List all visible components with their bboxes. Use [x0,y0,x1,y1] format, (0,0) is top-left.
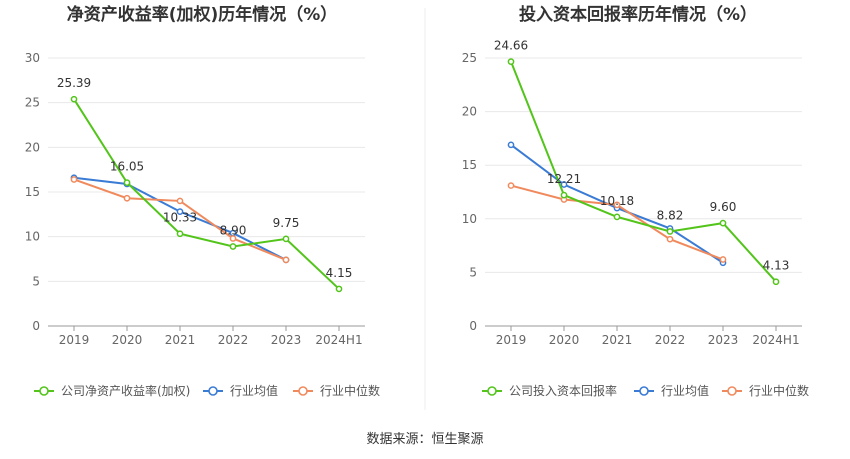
data-point [282,235,290,243]
legend-marker [208,386,218,396]
data-label: 8.90 [220,223,247,237]
y-tick-label: 10 [462,212,477,226]
y-tick-label: 30 [25,51,40,65]
x-tick-label: 2020 [549,333,580,347]
legend-label: 行业中位数 [320,383,380,398]
data-point [282,256,290,264]
chart-title: 投入资本回报率历年情况（%） [519,4,757,25]
legend-item[interactable]: 公司净资产收益率(加权) [34,383,190,398]
data-label: 16.05 [110,160,144,174]
data-label: 9.60 [710,200,737,214]
data-point [176,197,184,205]
legend-label: 行业均值 [230,383,278,398]
data-point [772,278,780,286]
data-point [176,208,184,216]
y-tick-label: 10 [25,230,40,244]
data-point [507,141,515,149]
series-line [73,98,340,290]
data-source: 数据来源：恒生聚源 [366,432,483,447]
y-tick-label: 25 [462,51,477,65]
y-tick-label: 20 [25,140,40,154]
legend-item[interactable]: 行业均值 [203,383,278,398]
data-point [123,179,131,186]
y-tick-label: 5 [32,274,40,288]
y-tick-label: 25 [25,96,40,110]
data-label: 10.33 [163,211,197,225]
data-point [335,285,343,293]
x-tick-label: 2024H1 [315,333,362,347]
x-tick-label: 2022 [218,333,249,347]
legend-marker [727,386,737,396]
x-tick-label: 2019 [496,333,527,347]
data-point [613,213,621,221]
legend-item[interactable]: 行业中位数 [722,383,809,398]
data-point [560,181,568,188]
roe-chart: 净资产收益率(加权)历年情况（%） 0 5 10 15 20 25 30 2019 2020 202… [25,4,380,398]
data-point [666,228,674,235]
data-label: 4.13 [763,259,790,273]
chart-title: 净资产收益率(加权)历年情况（%） [67,4,338,25]
data-label: 12.21 [547,172,581,186]
data-point [613,201,621,209]
legend-marker [298,386,308,396]
data-point [507,182,515,189]
x-tick-label: 2020 [112,333,143,347]
y-tick-label: 20 [462,105,477,119]
legend-item[interactable]: 行业中位数 [293,383,380,398]
x-tick-label: 2022 [655,333,686,347]
data-point [229,235,237,242]
y-tick-label: 15 [25,185,40,199]
data-point [70,176,78,183]
data-label: 25.39 [57,76,91,90]
x-tick-label: 2023 [708,333,739,347]
data-point [70,95,78,103]
x-tick-label: 2023 [271,333,302,347]
data-point [229,243,237,250]
data-point [719,256,727,263]
data-point [666,235,674,243]
series-line [510,61,777,283]
data-point [176,230,184,238]
legend-marker [639,386,649,396]
legend-marker [487,386,497,396]
y-tick-label: 5 [469,265,477,279]
legend-item[interactable]: 公司投入资本回报率 [482,383,617,398]
legend-label: 行业均值 [661,383,709,398]
legend-item[interactable]: 行业均值 [634,383,709,398]
x-tick-label: 2021 [602,333,633,347]
data-point [507,58,515,65]
data-point [719,219,727,227]
data-label: 24.66 [494,39,528,53]
legend-label: 公司投入资本回报率 [509,383,617,398]
data-point [123,194,131,202]
legend-label: 公司净资产收益率(加权) [61,383,190,398]
x-tick-label: 2021 [165,333,196,347]
legend-marker [39,386,49,396]
y-tick-label: 15 [462,158,477,172]
data-label: 10.18 [600,194,634,208]
legend-label: 行业中位数 [749,383,809,398]
data-label: 9.75 [273,216,300,230]
x-tick-label: 2019 [59,333,90,347]
data-point [560,191,568,199]
data-label: 4.15 [326,266,353,280]
data-label: 8.82 [657,208,684,222]
y-tick-label: 0 [469,319,477,333]
y-tick-label: 0 [32,319,40,333]
roic-chart: 投入资本回报率历年情况（%） 0 5 10 15 20 25 2019 2020 2021 2022… [462,4,809,398]
x-tick-label: 2024H1 [752,333,799,347]
